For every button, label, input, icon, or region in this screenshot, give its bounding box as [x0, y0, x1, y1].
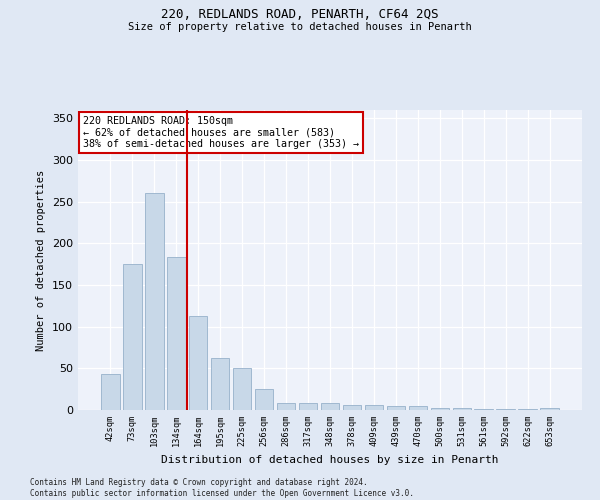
Bar — [233, 368, 251, 410]
Text: Contains HM Land Registry data © Crown copyright and database right 2024.
Contai: Contains HM Land Registry data © Crown c… — [30, 478, 414, 498]
Bar — [211, 358, 229, 410]
Bar — [299, 402, 317, 410]
Bar — [496, 409, 515, 410]
Bar — [255, 389, 274, 410]
Bar — [189, 316, 208, 410]
Bar — [386, 406, 405, 410]
Bar — [518, 409, 537, 410]
Bar — [475, 409, 493, 410]
Text: 220 REDLANDS ROAD: 150sqm
← 62% of detached houses are smaller (583)
38% of semi: 220 REDLANDS ROAD: 150sqm ← 62% of detac… — [83, 116, 359, 149]
Bar — [320, 402, 340, 410]
Text: Size of property relative to detached houses in Penarth: Size of property relative to detached ho… — [128, 22, 472, 32]
Bar — [452, 408, 471, 410]
Bar — [167, 256, 185, 410]
Bar — [145, 194, 164, 410]
Bar — [101, 374, 119, 410]
Bar — [541, 408, 559, 410]
Bar — [365, 405, 383, 410]
Bar — [123, 264, 142, 410]
Text: 220, REDLANDS ROAD, PENARTH, CF64 2QS: 220, REDLANDS ROAD, PENARTH, CF64 2QS — [161, 8, 439, 20]
Bar — [277, 402, 295, 410]
Bar — [409, 406, 427, 410]
Bar — [343, 405, 361, 410]
Y-axis label: Number of detached properties: Number of detached properties — [37, 170, 46, 350]
X-axis label: Distribution of detached houses by size in Penarth: Distribution of detached houses by size … — [161, 454, 499, 464]
Bar — [431, 408, 449, 410]
